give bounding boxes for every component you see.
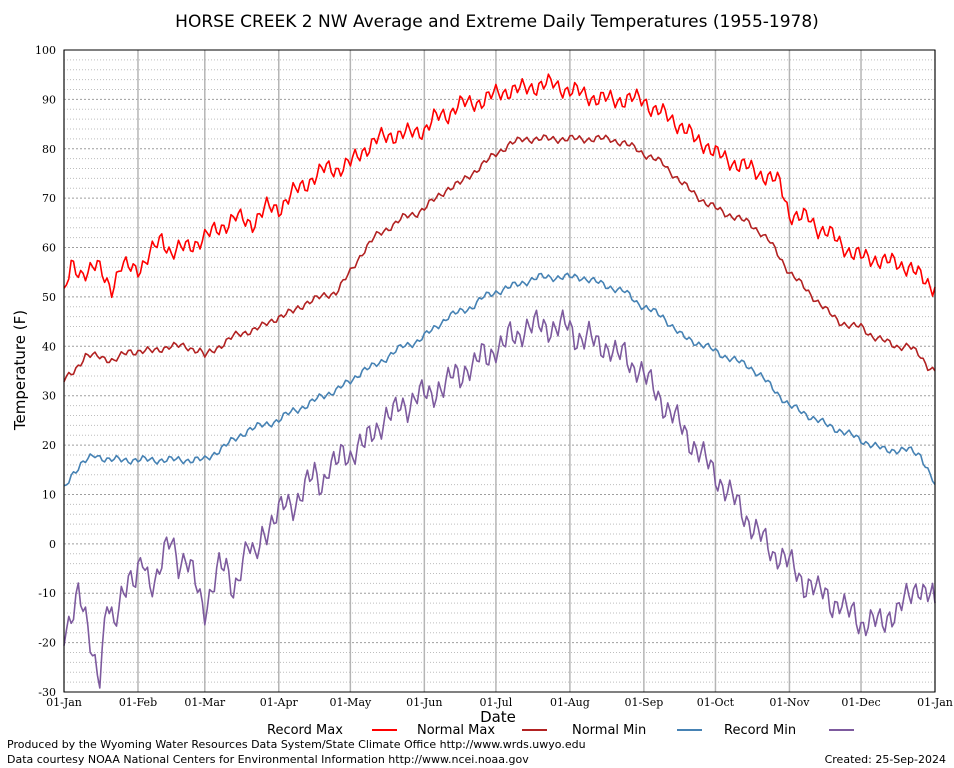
x-tick-label: 01-Feb xyxy=(119,696,157,709)
y-axis-label: Temperature (F) xyxy=(11,310,29,431)
y-tick-label: 90 xyxy=(42,93,56,106)
x-axis-label: Date xyxy=(480,708,516,726)
x-tick-label: 01-Sep xyxy=(624,696,663,709)
footer-data-courtesy: Data courtesy NOAA National Centers for … xyxy=(7,753,529,766)
plot-frame xyxy=(63,49,936,693)
x-tick-label: 01-Apr xyxy=(260,696,299,709)
chart-title: HORSE CREEK 2 NW Average and Extreme Dai… xyxy=(175,12,819,32)
legend-label: Normal Min xyxy=(572,723,646,738)
x-tick-label: 01-Mar xyxy=(184,696,226,709)
series-line-record-min xyxy=(63,309,936,689)
x-tick-label: 01-Jan xyxy=(46,696,82,709)
x-tick-label: 01-Aug xyxy=(550,696,590,709)
footer-created: Created: 25-Sep-2024 xyxy=(824,753,946,766)
legend: Record Max Normal Max Normal Min Record Min xyxy=(267,723,854,738)
x-tick-label: 01-Jan xyxy=(917,696,953,709)
y-tick-label: 70 xyxy=(42,192,56,205)
y-tick-label: -10 xyxy=(38,587,56,600)
y-tick-label: 80 xyxy=(42,143,56,156)
y-tick-label: 50 xyxy=(42,291,56,304)
x-tick-label: 01-Oct xyxy=(697,696,735,709)
x-tick-label: 01-Jul xyxy=(480,696,513,709)
legend-label: Record Max xyxy=(267,723,343,738)
legend-label: Record Min xyxy=(724,723,796,738)
legend-label: Normal Max xyxy=(417,723,495,738)
y-tick-label: 20 xyxy=(42,439,56,452)
x-tick-labels: 01-Jan 01-Feb 01-Mar 01-Apr 01-May 01-Jun 01-J… xyxy=(46,696,953,709)
y-tick-label: -30 xyxy=(38,686,56,699)
y-tick-label: -20 xyxy=(38,637,56,650)
series-lines xyxy=(63,73,936,689)
series-line-record-max xyxy=(63,73,936,299)
x-tick-label: 01-Nov xyxy=(769,696,810,709)
x-tick-label: 01-Dec xyxy=(841,696,880,709)
series-line-normal-min xyxy=(63,272,936,487)
x-tick-label: 01-May xyxy=(329,696,372,709)
y-tick-label: 60 xyxy=(42,242,56,255)
y-tick-label: 30 xyxy=(42,390,56,403)
y-tick-label: 100 xyxy=(35,44,56,57)
footer-produced-by: Produced by the Wyoming Water Resources … xyxy=(7,738,586,751)
series-line-normal-max xyxy=(63,134,936,383)
y-tick-label: 10 xyxy=(42,488,56,501)
y-tick-label: 40 xyxy=(42,340,56,353)
x-tick-label: 01-Jun xyxy=(406,696,442,709)
y-tick-label: 0 xyxy=(49,538,56,551)
